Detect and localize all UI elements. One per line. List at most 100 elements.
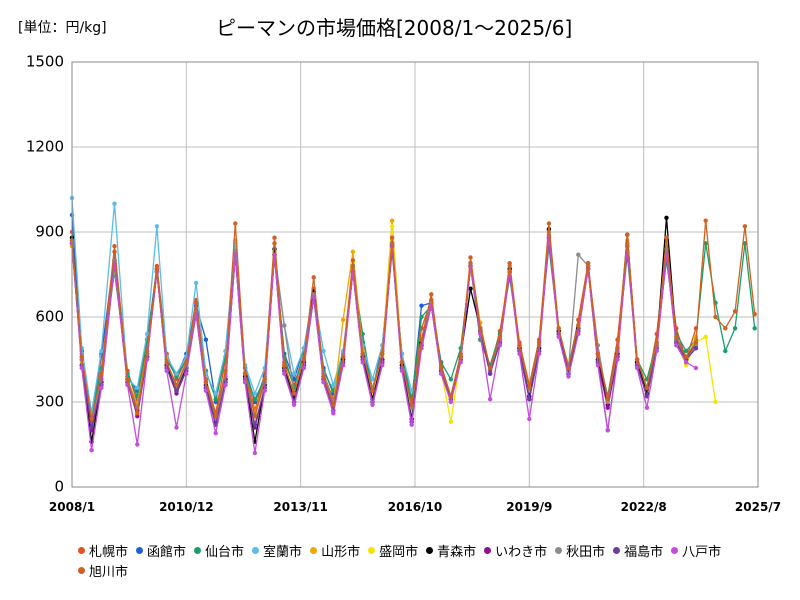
series-line (71, 220, 756, 420)
data-point (605, 397, 610, 402)
data-point (272, 235, 277, 240)
data-point (184, 360, 189, 365)
data-point (742, 241, 748, 246)
data-point (634, 365, 640, 371)
data-point (213, 431, 218, 436)
data-point (576, 252, 581, 257)
legend-marker (136, 546, 144, 554)
data-point (380, 351, 385, 356)
data-point (135, 442, 140, 447)
data-point (350, 258, 356, 263)
data-point (360, 351, 365, 356)
legend-marker (671, 546, 679, 554)
data-point (193, 280, 199, 286)
data-point (595, 351, 601, 356)
data-point (99, 385, 104, 390)
legend-label: 山形市 (321, 544, 361, 560)
data-point (576, 323, 581, 328)
x-tick-label: 2019/9 (506, 500, 552, 514)
data-point (282, 363, 287, 368)
data-point (154, 266, 160, 271)
data-point (282, 323, 287, 328)
legend-label: 福島市 (624, 544, 664, 560)
data-point (389, 218, 395, 223)
data-point (693, 340, 699, 345)
data-point (135, 411, 140, 416)
data-point (419, 303, 424, 308)
data-point (89, 448, 94, 453)
data-point (89, 425, 94, 430)
data-point (585, 261, 591, 266)
legend-marker (613, 546, 621, 554)
data-point (291, 402, 297, 407)
data-point (112, 244, 117, 249)
data-point (654, 340, 659, 345)
legend-marker (484, 546, 492, 554)
data-point (203, 388, 209, 393)
legend-label: 札幌市 (89, 544, 129, 560)
data-point (497, 343, 503, 348)
data-point (634, 357, 640, 362)
data-point (615, 346, 620, 351)
x-tick-label: 2013/11 (273, 500, 327, 514)
data-point (174, 425, 179, 430)
data-point (213, 391, 218, 396)
data-point (350, 249, 356, 254)
legend-item: 盛岡市 (368, 540, 418, 560)
legend-marker (426, 546, 434, 554)
legend-item: 仙台市 (194, 540, 244, 560)
data-point (144, 331, 150, 337)
data-point (223, 368, 228, 373)
data-point (164, 360, 169, 365)
data-point (448, 419, 454, 424)
legend-marker (310, 546, 318, 554)
data-point (154, 224, 160, 229)
data-point (242, 371, 248, 376)
legend-item: 八戸市 (671, 540, 721, 560)
data-point (331, 382, 336, 388)
legend-marker (252, 546, 260, 554)
series-11 (69, 235, 699, 456)
data-point (683, 360, 689, 365)
data-point (536, 340, 542, 345)
x-tick-label: 2008/1 (49, 500, 95, 514)
data-point (174, 371, 179, 376)
data-point (184, 371, 189, 376)
data-point (252, 397, 258, 402)
legend-item: 室蘭市 (252, 540, 302, 560)
y-tick-label: 1200 (26, 138, 64, 156)
data-point (262, 377, 267, 382)
data-point (291, 377, 297, 382)
data-point (448, 377, 454, 382)
data-point (380, 363, 385, 368)
data-point (595, 363, 601, 368)
data-point (625, 232, 630, 237)
data-point (321, 348, 326, 354)
data-point (497, 334, 503, 339)
plot-border (71, 61, 759, 488)
data-point (674, 343, 679, 348)
data-point (664, 215, 669, 220)
data-point (615, 357, 620, 362)
data-point (203, 337, 209, 342)
data-point (556, 326, 561, 331)
data-point (252, 422, 258, 427)
legend-item: いわき市 (484, 540, 547, 560)
data-point (732, 326, 738, 331)
data-point (527, 416, 532, 422)
data-point (233, 252, 238, 257)
data-point (340, 317, 346, 322)
legend-item: 秋田市 (555, 540, 605, 560)
data-point (527, 397, 532, 402)
data-point (713, 399, 718, 405)
data-point (409, 402, 414, 407)
data-point (566, 365, 571, 371)
data-point (644, 405, 650, 410)
data-point (144, 348, 150, 354)
data-point (605, 428, 610, 433)
data-point (174, 388, 179, 393)
legend-label: 八戸市 (682, 544, 722, 560)
data-point (389, 235, 395, 240)
y-axis-ticks: 0 300 600 900 1200 1500 (26, 53, 64, 496)
